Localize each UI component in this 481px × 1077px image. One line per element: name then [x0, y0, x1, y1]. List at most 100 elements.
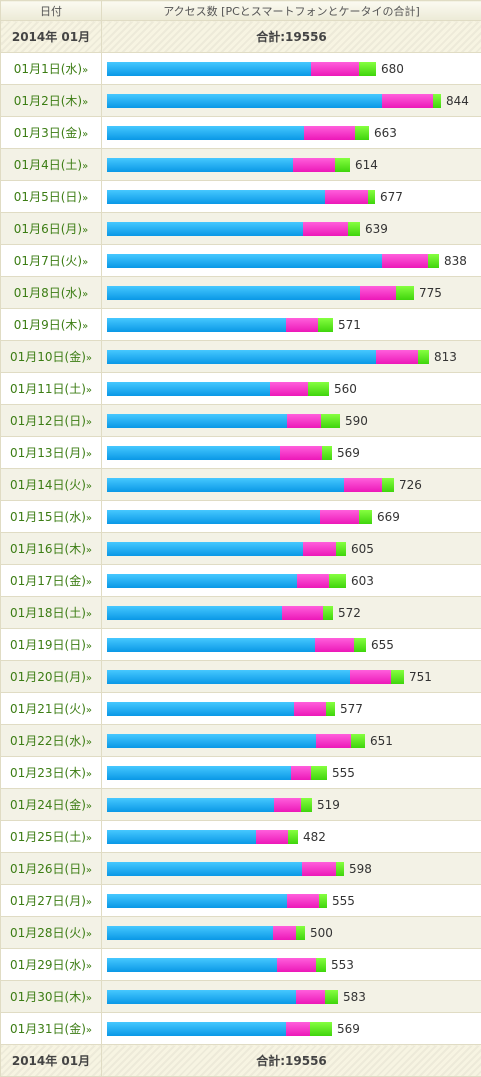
day-link[interactable]: 01月23日(木)» [10, 766, 92, 780]
day-link[interactable]: 01月1日(水)» [14, 62, 88, 76]
chevron-right-icon: » [85, 417, 93, 428]
day-link[interactable]: 01月7日(火)» [14, 254, 88, 268]
summary-period: 2014年 01月 [0, 20, 102, 53]
day-date-label: 01月24日(金) [9, 798, 86, 812]
pc-segment [107, 445, 280, 460]
access-bar [107, 765, 327, 780]
day-link[interactable]: 01月4日(土)» [14, 158, 88, 172]
chevron-right-icon: » [85, 577, 93, 588]
day-date-label: 01月30日(木) [9, 990, 86, 1004]
day-link[interactable]: 01月5日(日)» [14, 190, 88, 204]
day-link[interactable]: 01月28日(火)» [10, 926, 92, 940]
mobile-segment [355, 125, 369, 140]
day-bar-cell: 844 [101, 84, 481, 117]
day-link[interactable]: 01月31日(金)» [10, 1022, 92, 1036]
day-date-label: 01月10日(金) [9, 350, 86, 364]
day-date-cell: 01月30日(木)» [0, 980, 102, 1013]
day-date-label: 01月27日(月) [9, 894, 86, 908]
day-link[interactable]: 01月2日(木)» [14, 94, 88, 108]
day-date-label: 01月9日(木) [13, 318, 83, 332]
chevron-right-icon: » [85, 353, 93, 364]
day-link[interactable]: 01月17日(金)» [10, 574, 92, 588]
smartphone-segment [382, 93, 433, 108]
day-bar-cell: 583 [101, 980, 481, 1013]
access-bar [107, 61, 376, 76]
day-bar-cell: 614 [101, 148, 481, 181]
smartphone-segment [270, 381, 308, 396]
day-row: 01月19日(日)» 655 [0, 628, 481, 661]
day-total-value: 569 [337, 445, 360, 460]
day-link[interactable]: 01月20日(月)» [10, 670, 92, 684]
day-link[interactable]: 01月6日(月)» [14, 222, 88, 236]
day-date-cell: 01月8日(水)» [0, 276, 102, 309]
day-date-label: 01月8日(水) [13, 286, 83, 300]
day-link[interactable]: 01月18日(土)» [10, 606, 92, 620]
mobile-segment [329, 573, 346, 588]
chevron-right-icon: » [85, 769, 93, 780]
access-bar [107, 413, 340, 428]
smartphone-segment [294, 701, 326, 716]
day-link[interactable]: 01月10日(金)» [10, 350, 92, 364]
day-total-value: 519 [317, 797, 340, 812]
day-date-cell: 01月25日(土)» [0, 820, 102, 853]
day-link[interactable]: 01月24日(金)» [10, 798, 92, 812]
pc-segment [107, 125, 304, 140]
day-link[interactable]: 01月29日(水)» [10, 958, 92, 972]
day-link[interactable]: 01月19日(日)» [10, 638, 92, 652]
chevron-right-icon: » [82, 161, 89, 172]
day-bar-cell: 680 [101, 52, 481, 85]
day-link[interactable]: 01月13日(月)» [10, 446, 92, 460]
day-row: 01月31日(金)» 569 [0, 1012, 481, 1045]
access-bar [107, 189, 375, 204]
day-date-cell: 01月15日(水)» [0, 500, 102, 533]
mobile-segment [359, 509, 372, 524]
smartphone-segment [286, 317, 318, 332]
day-row: 01月5日(日)» 677 [0, 180, 481, 213]
pc-segment [107, 573, 297, 588]
day-link[interactable]: 01月14日(火)» [10, 478, 92, 492]
day-link[interactable]: 01月12日(日)» [10, 414, 92, 428]
chevron-right-icon: » [85, 801, 93, 812]
day-date-label: 01月1日(水) [13, 62, 83, 76]
mobile-segment [318, 317, 333, 332]
day-date-cell: 01月10日(金)» [0, 340, 102, 373]
pc-segment [107, 221, 303, 236]
day-total-value: 553 [331, 957, 354, 972]
day-bar-cell: 572 [101, 596, 481, 629]
access-bar [107, 957, 326, 972]
day-link[interactable]: 01月15日(水)» [10, 510, 92, 524]
day-date-cell: 01月2日(木)» [0, 84, 102, 117]
day-link[interactable]: 01月25日(土)» [10, 830, 92, 844]
chevron-right-icon: » [85, 737, 93, 748]
day-total-value: 655 [371, 637, 394, 652]
day-bar-cell: 519 [101, 788, 481, 821]
day-row: 01月27日(月)» 555 [0, 884, 481, 917]
day-total-value: 751 [409, 669, 432, 684]
day-row: 01月15日(水)» 669 [0, 500, 481, 533]
day-link[interactable]: 01月9日(木)» [14, 318, 88, 332]
day-total-value: 680 [381, 61, 404, 76]
day-link[interactable]: 01月16日(木)» [10, 542, 92, 556]
day-link[interactable]: 01月21日(火)» [10, 702, 92, 716]
smartphone-segment [320, 509, 359, 524]
day-total-value: 569 [337, 1021, 360, 1036]
day-link[interactable]: 01月11日(土)» [10, 382, 92, 396]
pc-segment [107, 189, 325, 204]
day-link[interactable]: 01月3日(金)» [14, 126, 88, 140]
day-link[interactable]: 01月27日(月)» [10, 894, 92, 908]
access-bar [107, 605, 333, 620]
day-bar-cell: 482 [101, 820, 481, 853]
day-date-label: 01月6日(月) [13, 222, 83, 236]
day-link[interactable]: 01月8日(水)» [14, 286, 88, 300]
day-bar-cell: 605 [101, 532, 481, 565]
day-total-value: 482 [303, 829, 326, 844]
chevron-right-icon: » [82, 289, 89, 300]
access-bar [107, 93, 441, 108]
day-link[interactable]: 01月22日(水)» [10, 734, 92, 748]
day-bar-cell: 751 [101, 660, 481, 693]
access-bar [107, 317, 333, 332]
day-link[interactable]: 01月26日(日)» [10, 862, 92, 876]
day-row: 01月28日(火)» 500 [0, 916, 481, 949]
day-bar-cell: 598 [101, 852, 481, 885]
day-link[interactable]: 01月30日(木)» [10, 990, 92, 1004]
